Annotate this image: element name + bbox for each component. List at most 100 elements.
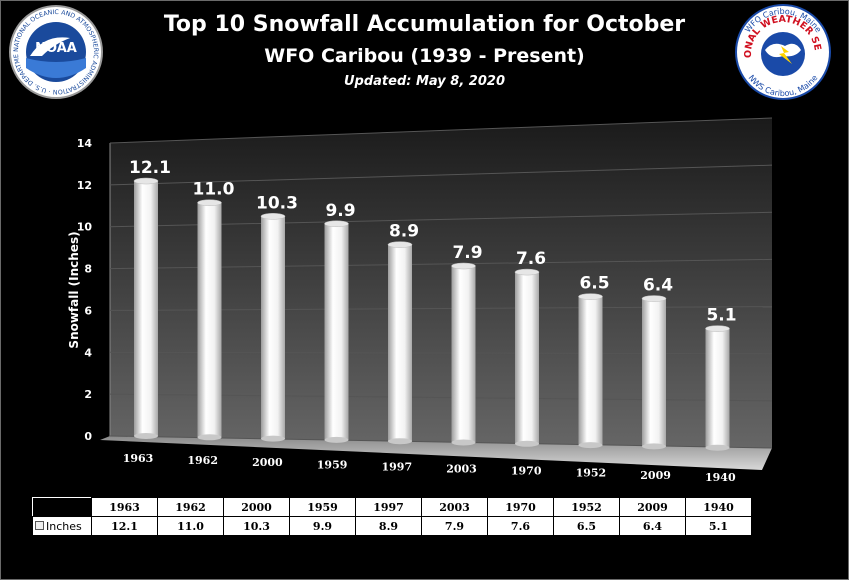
table-category-cell: 1997: [355, 497, 422, 517]
data-label: 7.6: [516, 249, 546, 269]
bar-body: [705, 328, 730, 448]
bar-base: [261, 435, 285, 442]
bar: [260, 213, 286, 442]
data-label: 10.3: [256, 193, 298, 213]
y-tick-label: 0: [84, 430, 92, 443]
table-category-cell: 2009: [619, 497, 686, 517]
bar-body: [324, 223, 349, 440]
bar: [324, 220, 349, 443]
bar-body: [578, 296, 603, 446]
data-table-header-row: 1963 1962 2000 1959 1997 2003 1970 1952 2009 1940: [32, 497, 752, 517]
data-label: 6.4: [643, 276, 673, 296]
bar-body: [261, 216, 285, 439]
bar-base: [515, 440, 539, 447]
x-tick-label: 1962: [187, 454, 218, 467]
table-category-cell: 1959: [289, 497, 356, 517]
data-table: 1963 1962 2000 1959 1997 2003 1970 1952 2009 1940…: [32, 497, 752, 536]
bar-top: [641, 295, 667, 302]
table-value-cell: 11.0: [157, 516, 224, 536]
y-tick-label: 8: [84, 263, 92, 276]
bar-base: [451, 439, 476, 446]
bar-body: [197, 202, 222, 438]
x-tick-label: 2000: [252, 456, 283, 469]
bar-chart: 0 2 4 6 8 10 12 14 12.1 11.0 10.3 9.9 8.9 7.9 7.6 6.5 6…: [67, 117, 773, 484]
table-value-cell: 6.5: [553, 516, 620, 536]
table-category-cell: 1970: [487, 497, 554, 517]
table-value-cell: 10.3: [223, 516, 290, 536]
table-value-cell: 7.9: [421, 516, 488, 536]
data-label: 6.5: [579, 274, 609, 294]
bars: 12.1 11.0 10.3 9.9 8.9 7.9 7.6 6.5 6.4 5.1: [129, 158, 737, 451]
table-value-cell: 6.4: [619, 516, 686, 536]
bar-body: [134, 181, 158, 436]
bar-base: [134, 433, 158, 439]
table-value-cell: 5.1: [685, 516, 752, 536]
data-label: 8.9: [389, 222, 419, 242]
bar-base: [197, 434, 222, 441]
table-category-cell: 2003: [421, 497, 488, 517]
x-tick-label: 1959: [317, 458, 348, 471]
y-axis-label: Snowfall (Inches): [67, 231, 81, 348]
bar: [387, 241, 413, 445]
table-value-cell: 9.9: [289, 516, 356, 536]
x-tick-label: 1997: [381, 460, 412, 473]
bar-body: [515, 272, 539, 444]
bar-base: [642, 443, 666, 450]
legend-entry: Inches: [32, 516, 92, 536]
bar-top: [514, 268, 540, 276]
bar: [705, 325, 730, 451]
data-table-corner: [32, 497, 92, 517]
bar-base: [324, 436, 349, 443]
bar-body: [642, 298, 666, 447]
data-label: 7.9: [452, 243, 482, 263]
bar: [578, 293, 603, 449]
bar-top: [451, 262, 476, 270]
bar-base: [705, 444, 730, 451]
table-category-cell: 2000: [223, 497, 290, 517]
bar-top: [324, 220, 349, 228]
noaa-wordmark: NOAA: [35, 41, 77, 56]
data-label: 11.0: [193, 180, 235, 200]
bar-top: [260, 213, 286, 220]
x-tick-label: 1940: [705, 471, 736, 484]
bar: [641, 295, 667, 450]
x-tick-label: 1952: [576, 467, 607, 480]
bar-base: [388, 438, 412, 445]
chart-subtitle: WFO Caribou (1939 - Present): [264, 45, 585, 67]
legend-series-name: Inches: [46, 519, 82, 533]
bar-top: [705, 325, 730, 332]
gridline: [109, 117, 773, 144]
legend-key: [35, 520, 44, 530]
y-tick-label: 12: [77, 179, 92, 192]
bar: [133, 177, 159, 439]
floor: [100, 436, 772, 470]
table-value-cell: 8.9: [355, 516, 422, 536]
table-value-cell: 12.1: [91, 516, 158, 536]
table-category-cell: 1962: [157, 497, 224, 517]
bar: [514, 268, 540, 447]
noaa-logo: NATIONAL OCEANIC AND ATMOSPHERIC ADMINIS…: [8, 4, 103, 99]
y-tick-label: 6: [84, 304, 92, 317]
x-tick-label: 1970: [511, 465, 542, 478]
bar-base: [578, 442, 603, 449]
data-table-values-row: Inches 12.1 11.0 10.3 9.9 8.9 7.9 7.6 6.5 6.4 5.1: [32, 516, 752, 536]
bar-top: [387, 241, 413, 248]
table-category-cell: 1952: [553, 497, 620, 517]
nws-logo: WFO Caribou, Maine NATIONAL WEATHER SERV…: [729, 2, 831, 100]
gridline: [109, 164, 773, 186]
y-tick-label: 14: [77, 137, 93, 150]
bar-top: [578, 293, 603, 300]
bar-top: [197, 199, 222, 206]
table-value-cell: 7.6: [487, 516, 554, 536]
updated-date: Updated: May 8, 2020: [343, 74, 505, 89]
chart-title: Top 10 Snowfall Accumulation for October: [163, 12, 686, 37]
data-label: 9.9: [325, 201, 355, 221]
y-tick-label: 10: [77, 221, 93, 234]
bar-body: [451, 266, 476, 443]
y-tick-labels: 0 2 4 6 8 10 12 14: [77, 137, 93, 443]
table-category-cell: 1963: [91, 497, 158, 517]
bar-top: [133, 177, 159, 185]
data-label: 5.1: [706, 306, 736, 326]
y-tick-label: 4: [84, 346, 92, 359]
x-tick-label: 2009: [640, 469, 671, 482]
